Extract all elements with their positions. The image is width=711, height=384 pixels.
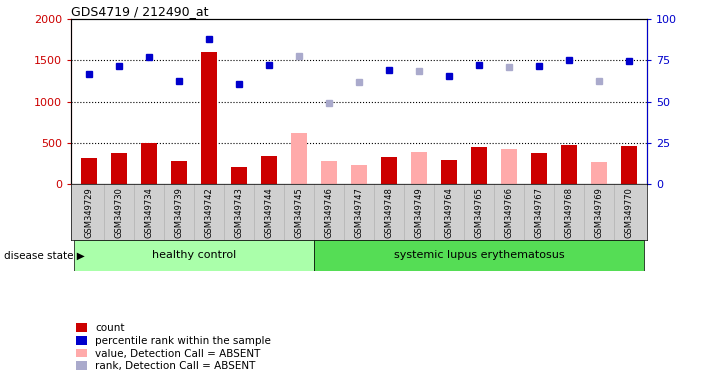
Bar xyxy=(621,146,637,184)
Text: GSM349768: GSM349768 xyxy=(565,187,574,238)
Text: GSM349749: GSM349749 xyxy=(415,187,424,238)
Text: GSM349746: GSM349746 xyxy=(324,187,333,238)
Text: GSM349764: GSM349764 xyxy=(444,187,454,238)
Text: disease state ▶: disease state ▶ xyxy=(4,250,85,260)
Text: healthy control: healthy control xyxy=(152,250,236,260)
Text: GSM349742: GSM349742 xyxy=(205,187,213,238)
Bar xyxy=(231,167,247,184)
Bar xyxy=(141,143,157,184)
Bar xyxy=(261,156,277,184)
Bar xyxy=(111,153,127,184)
Bar xyxy=(561,145,577,184)
Text: GSM349739: GSM349739 xyxy=(175,187,183,238)
Text: GSM349765: GSM349765 xyxy=(474,187,483,238)
Bar xyxy=(471,147,487,184)
Bar xyxy=(351,164,368,184)
Text: GSM349730: GSM349730 xyxy=(114,187,124,238)
Text: GSM349767: GSM349767 xyxy=(535,187,543,238)
Bar xyxy=(381,157,397,184)
Bar xyxy=(411,152,427,184)
Text: GSM349766: GSM349766 xyxy=(505,187,513,238)
Bar xyxy=(441,160,457,184)
Bar xyxy=(171,161,187,184)
Bar xyxy=(74,240,314,271)
Text: GSM349770: GSM349770 xyxy=(624,187,634,238)
Bar xyxy=(591,162,607,184)
Bar xyxy=(531,153,547,184)
Bar xyxy=(314,240,644,271)
Text: GSM349743: GSM349743 xyxy=(235,187,244,238)
Bar xyxy=(321,161,337,184)
Text: GSM349769: GSM349769 xyxy=(594,187,604,238)
Bar xyxy=(201,52,218,184)
Text: GSM349734: GSM349734 xyxy=(144,187,154,238)
Text: GSM349744: GSM349744 xyxy=(264,187,274,238)
Text: GSM349747: GSM349747 xyxy=(355,187,363,238)
Bar xyxy=(501,149,518,184)
Text: GSM349748: GSM349748 xyxy=(385,187,394,238)
Legend: count, percentile rank within the sample, value, Detection Call = ABSENT, rank, : count, percentile rank within the sample… xyxy=(76,323,271,371)
Text: systemic lupus erythematosus: systemic lupus erythematosus xyxy=(394,250,565,260)
Text: GSM349745: GSM349745 xyxy=(294,187,304,238)
Bar xyxy=(291,133,307,184)
Text: GSM349729: GSM349729 xyxy=(85,187,94,238)
Text: GDS4719 / 212490_at: GDS4719 / 212490_at xyxy=(71,5,208,18)
Bar xyxy=(81,158,97,184)
